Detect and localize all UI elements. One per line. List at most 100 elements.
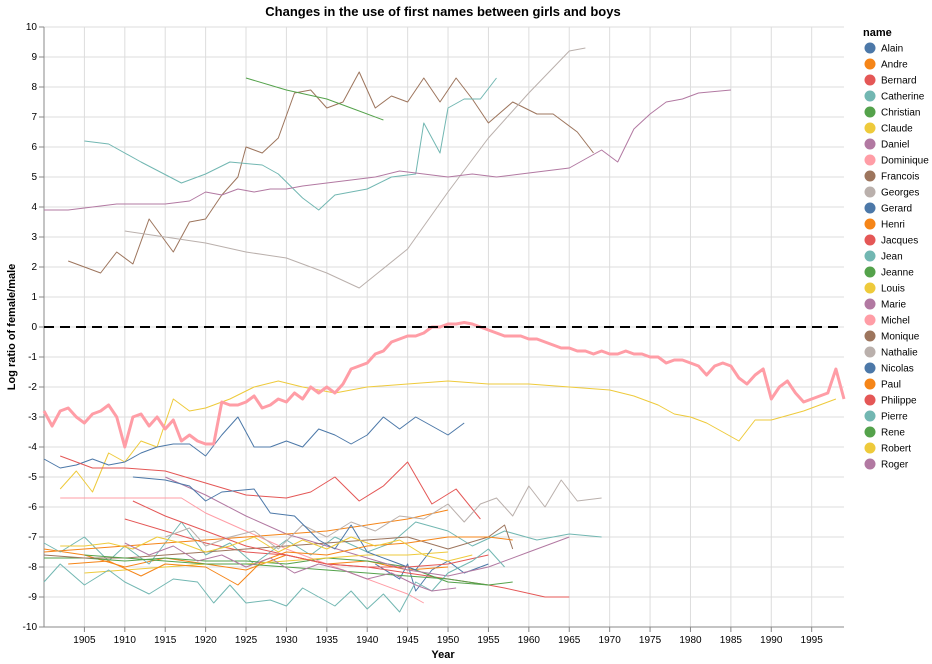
legend-symbol-bernard — [864, 74, 876, 86]
x-tick-label: 1955 — [477, 635, 500, 646]
series-line-robert — [60, 536, 473, 562]
y-tick-label: 9 — [31, 52, 37, 63]
legend-symbol-christian — [864, 106, 876, 118]
series-line-jeanne — [245, 77, 384, 121]
y-tick-label: -5 — [28, 472, 37, 483]
legend-symbol-andre — [864, 58, 876, 70]
legend-label-michel: Michel — [881, 316, 910, 327]
legend-label-jeanne: Jeanne — [881, 268, 914, 279]
legend-label-monique: Monique — [881, 332, 920, 343]
series-line-paul — [68, 536, 513, 586]
x-tick-label: 1910 — [114, 635, 137, 646]
legend-symbol-roger — [864, 458, 876, 470]
legend-label-rene: Rene — [881, 428, 905, 439]
legend-symbol-dominique — [864, 154, 876, 166]
x-axis-title: Year — [431, 649, 455, 661]
y-tick-label: 6 — [31, 142, 37, 153]
x-tick-label: 1965 — [558, 635, 581, 646]
y-tick-label: 0 — [31, 322, 37, 333]
y-tick-label: -9 — [28, 592, 37, 603]
y-tick-label: -1 — [28, 352, 37, 363]
y-tick-label: -7 — [28, 532, 37, 543]
legend-symbol-francois — [864, 170, 876, 182]
x-tick-label: 1940 — [356, 635, 379, 646]
legend-label-louis: Louis — [881, 284, 905, 295]
y-tick-label: 2 — [31, 262, 37, 273]
legend-symbol-gerard — [864, 202, 876, 214]
series-line-rene — [84, 554, 489, 586]
legend-symbol-jacques — [864, 234, 876, 246]
series-line-michel — [42, 321, 846, 449]
legend-symbol-monique — [864, 330, 876, 342]
y-axis-title: Log ratio of female/male — [6, 264, 18, 391]
legend-symbol-rene — [864, 426, 876, 438]
series-line-francois — [68, 71, 594, 274]
series-line-christian — [44, 557, 513, 586]
legend-symbol-alain — [864, 42, 876, 54]
x-tick-label: 1915 — [154, 635, 177, 646]
x-tick-label: 1950 — [437, 635, 460, 646]
y-tick-label: 5 — [31, 172, 37, 183]
series-line-gerard — [43, 416, 465, 469]
legend-symbol-marie — [864, 298, 876, 310]
legend-label-roger: Roger — [881, 460, 909, 471]
plot-area — [42, 47, 846, 613]
series-line-catherine — [43, 521, 602, 565]
x-tick-label: 1960 — [518, 635, 541, 646]
series-line-marie — [44, 89, 731, 211]
series-line-nathalie — [165, 479, 602, 550]
legend-title: name — [863, 27, 892, 39]
x-tick-label: 1930 — [275, 635, 298, 646]
series-line-jean — [84, 77, 497, 211]
legend-symbol-jeanne — [864, 266, 876, 278]
legend-symbol-claude — [864, 122, 876, 134]
y-tick-label: 4 — [31, 202, 37, 213]
legend-symbol-nathalie — [864, 346, 876, 358]
y-tick-label: -8 — [28, 562, 37, 573]
legend-label-marie: Marie — [881, 300, 906, 311]
series-line-nicolas — [132, 476, 433, 571]
legend-label-nathalie: Nathalie — [881, 348, 918, 359]
series-line-georges — [124, 47, 586, 289]
y-tick-label: 7 — [31, 112, 37, 123]
legend-label-jacques: Jacques — [881, 236, 918, 247]
legend-symbol-henri — [864, 218, 876, 230]
x-tick-label: 1905 — [73, 635, 96, 646]
legend-label-philippe: Philippe — [881, 396, 917, 407]
series-line-henri — [43, 509, 449, 553]
chart-title: Changes in the use of first names betwee… — [265, 4, 620, 19]
x-tick-label: 1945 — [397, 635, 420, 646]
legend-label-robert: Robert — [881, 444, 911, 455]
x-tick-label: 1935 — [316, 635, 339, 646]
legend-label-paul: Paul — [881, 380, 901, 391]
y-tick-label: 3 — [31, 232, 37, 243]
x-tick-label: 1980 — [679, 635, 702, 646]
legend-label-daniel: Daniel — [881, 140, 909, 151]
y-tick-label: 10 — [26, 22, 38, 33]
series-line-louis — [84, 551, 449, 574]
legend-label-georges: Georges — [881, 188, 919, 199]
legend-label-andre: Andre — [881, 60, 908, 71]
legend-symbol-daniel — [864, 138, 876, 150]
legend-label-catherine: Catherine — [881, 92, 925, 103]
legend-label-francois: Francois — [881, 172, 919, 183]
series-line-philippe — [132, 500, 489, 568]
legend-label-christian: Christian — [881, 108, 920, 119]
y-tick-label: -10 — [23, 622, 38, 633]
x-tick-label: 1985 — [720, 635, 743, 646]
y-tick-label: -4 — [28, 442, 37, 453]
legend-label-pierre: Pierre — [881, 412, 908, 423]
series-line-andre — [43, 548, 449, 571]
legend-symbol-robert — [864, 442, 876, 454]
legend-symbol-louis — [864, 282, 876, 294]
legend-symbol-michel — [864, 314, 876, 326]
series-line-claude — [59, 380, 837, 493]
legend: name Alain Andre Bernard Catherine Christian… — [863, 27, 929, 471]
legend-symbol-pierre — [864, 410, 876, 422]
x-tick-label: 1995 — [801, 635, 824, 646]
legend-label-gerard: Gerard — [881, 204, 912, 215]
series-line-jacques — [60, 455, 481, 520]
y-tick-label: -3 — [28, 412, 37, 423]
